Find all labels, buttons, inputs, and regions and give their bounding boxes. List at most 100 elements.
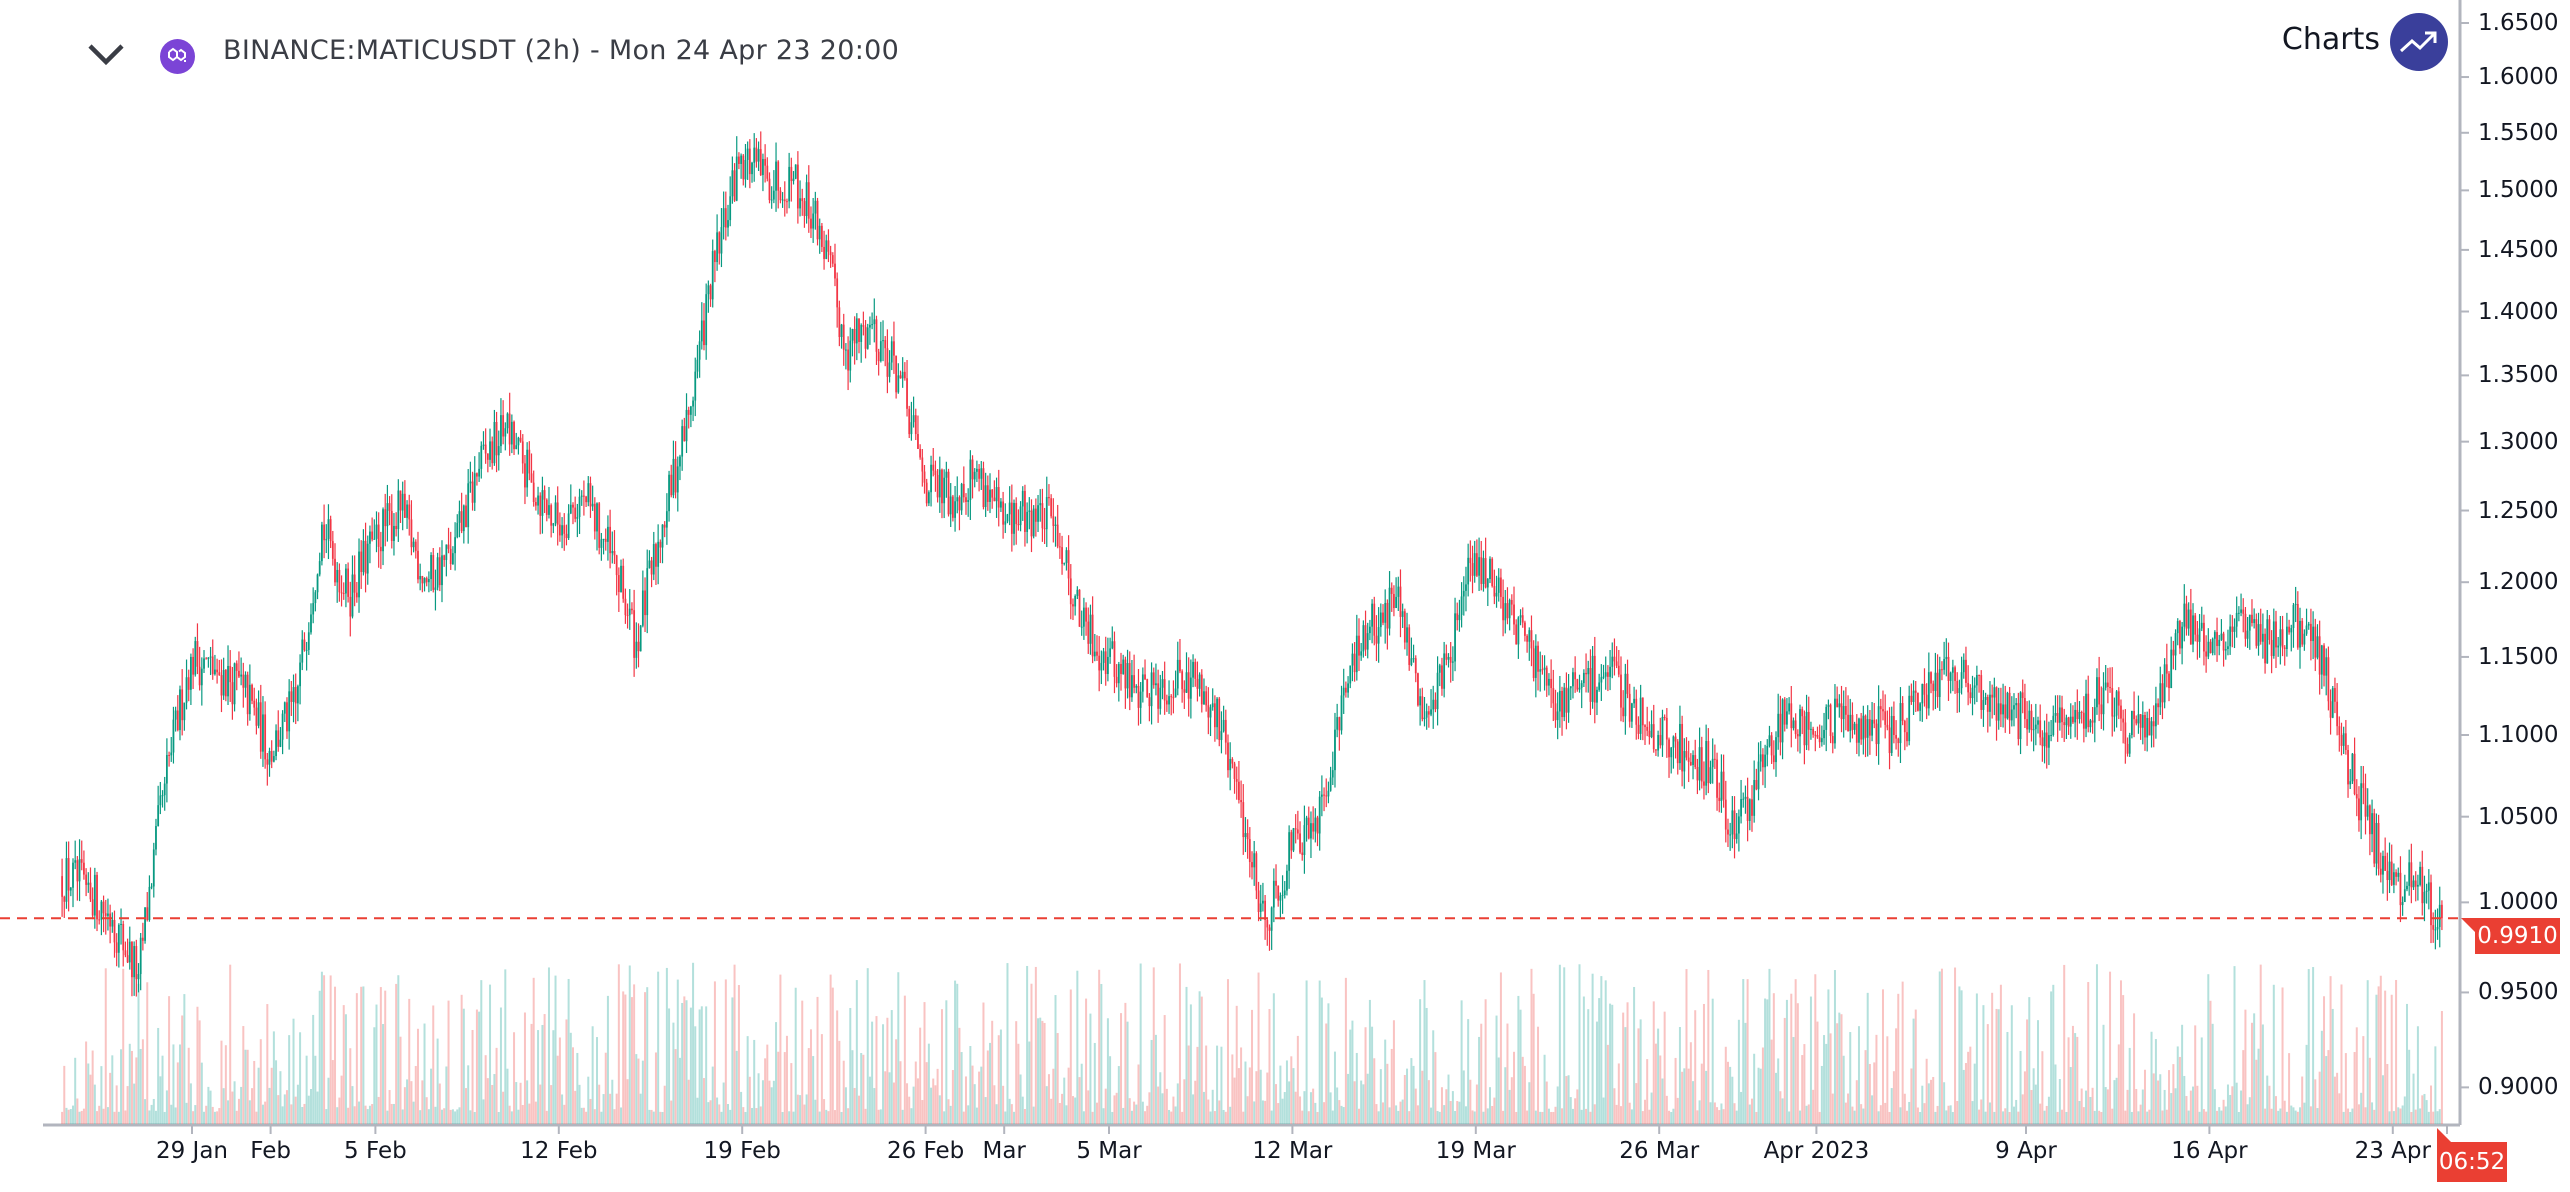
candle-body — [1120, 663, 1122, 674]
volume-bar — [224, 1045, 227, 1124]
candle-body — [796, 164, 799, 209]
volume-bar — [349, 1048, 352, 1124]
volume-bar — [2078, 1101, 2081, 1124]
volume-bar — [687, 1079, 690, 1124]
candle-body — [478, 468, 481, 477]
candle-body — [144, 907, 146, 941]
volume-bar — [1958, 986, 1961, 1124]
candle-body — [2410, 862, 2413, 888]
candle-body — [1395, 596, 1398, 609]
candle-body — [419, 576, 422, 580]
candle-body — [986, 485, 989, 502]
candle-body — [141, 937, 144, 941]
volume-bar — [895, 1039, 898, 1124]
volume-bar — [1017, 1043, 1020, 1124]
volume-bar — [1849, 1032, 1852, 1124]
candle-body — [2303, 633, 2306, 645]
candle-body — [137, 974, 140, 980]
volume-bar — [1172, 1096, 1175, 1124]
volume-bar — [1371, 1026, 1374, 1124]
volume-bar — [2279, 1108, 2282, 1124]
candle-body — [1176, 659, 1179, 689]
candle-body — [111, 920, 114, 927]
volume-bar — [1757, 1067, 1760, 1124]
volume-bar — [1790, 993, 1793, 1124]
volume-bar — [82, 1108, 85, 1124]
candle-body — [578, 496, 581, 517]
candle-body — [1606, 672, 1609, 677]
volume-bar — [1895, 1028, 1898, 1124]
volume-bar — [1805, 1105, 1808, 1124]
volume-bar — [473, 1111, 476, 1124]
chevron-down-icon[interactable] — [86, 40, 126, 70]
candle-body — [735, 156, 738, 201]
candle-body — [500, 415, 502, 447]
candle-body — [2218, 639, 2221, 647]
candle-body — [1465, 584, 1467, 591]
candle-body — [2194, 615, 2197, 635]
candle-body — [1971, 687, 1974, 699]
candle-body — [1665, 717, 1668, 740]
price-axis-label: 1.3500 — [2478, 362, 2559, 389]
candle-body — [2266, 619, 2269, 664]
volume-bar — [2012, 1106, 2015, 1124]
candle-body — [1685, 751, 1688, 758]
candle-body — [2052, 715, 2055, 735]
volume-bar — [246, 1049, 249, 1124]
volume-bar — [1761, 1047, 1764, 1124]
volume-bar — [1357, 1108, 1360, 1124]
candle-body — [227, 665, 229, 697]
volume-bar — [1866, 992, 1869, 1124]
candle-body — [2314, 626, 2317, 658]
volume-bar — [578, 1084, 581, 1124]
volume-bar — [2257, 1048, 2260, 1124]
volume-bar — [1196, 1046, 1199, 1124]
volume-bar — [218, 1108, 221, 1124]
volume-bar — [1257, 972, 1260, 1124]
volume-bar — [707, 1102, 710, 1124]
volume-bar — [1526, 1110, 1529, 1124]
volume-bar — [1305, 980, 1308, 1124]
candle-body — [1377, 627, 1380, 644]
candle-body — [1611, 656, 1614, 667]
volume-bar — [65, 1107, 68, 1124]
volume-bar — [2342, 1111, 2345, 1124]
volume-bar — [336, 1107, 339, 1124]
volume-bar — [1013, 1111, 1016, 1124]
volume-bar — [2432, 1111, 2435, 1124]
volume-bar — [1403, 1074, 1406, 1124]
volume-bar — [185, 1102, 188, 1124]
volume-bar — [886, 1017, 889, 1124]
candle-body — [2196, 634, 2199, 642]
volume-bar — [502, 1091, 505, 1124]
candle-body — [305, 649, 308, 651]
volume-bar — [2002, 1111, 2005, 1124]
candle-body — [746, 148, 749, 160]
volume-bar — [740, 1091, 743, 1124]
volume-bar — [205, 1105, 208, 1124]
volume-bar — [1397, 1110, 1400, 1124]
volume-bar — [1962, 1069, 1965, 1124]
candle-body — [96, 874, 98, 920]
volume-bar — [106, 1107, 109, 1124]
volume-bar — [1076, 970, 1079, 1124]
candle-body — [2244, 613, 2247, 639]
volume-bar — [615, 1093, 618, 1124]
volume-bar — [2041, 1051, 2044, 1124]
volume-bar — [1015, 1021, 1018, 1124]
volume-bar — [1823, 1035, 1826, 1124]
volume-bar — [2386, 1064, 2389, 1124]
candle-body — [268, 751, 271, 765]
volume-bar — [425, 1097, 428, 1124]
volume-bar — [1464, 1106, 1467, 1124]
candle-body — [489, 441, 491, 460]
candle-body — [1814, 734, 1817, 736]
volume-bar — [820, 1034, 823, 1124]
candle-body — [545, 499, 548, 515]
candle-body — [1997, 703, 2000, 721]
volume-bar — [724, 979, 727, 1124]
time-axis-label: 26 Mar — [1619, 1138, 1700, 1164]
trending-up-icon[interactable] — [2390, 13, 2448, 71]
volume-bar — [700, 1006, 703, 1124]
